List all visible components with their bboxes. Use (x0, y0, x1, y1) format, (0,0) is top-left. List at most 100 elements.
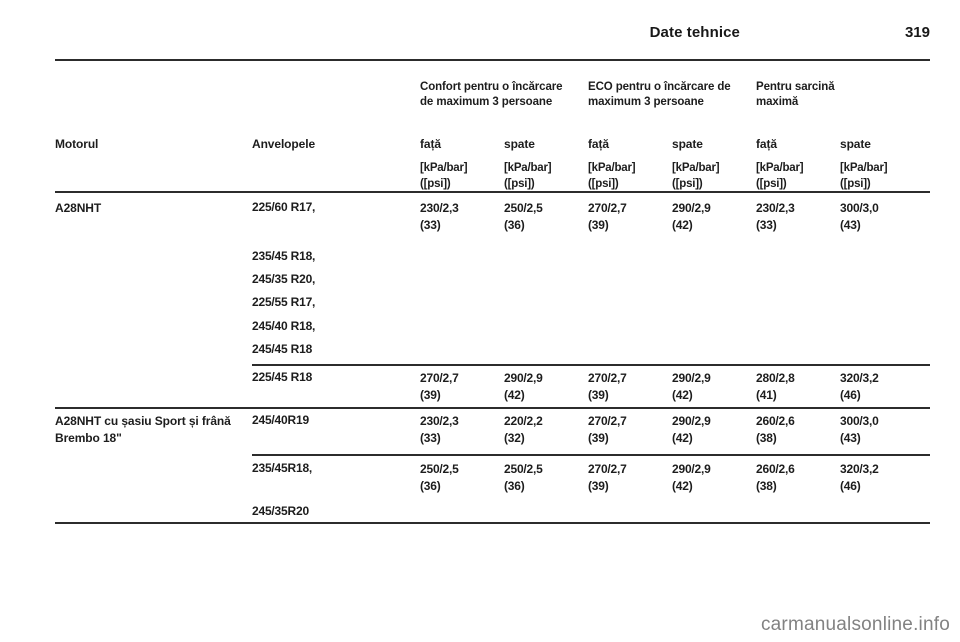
pressure-cell: 270/2,7 (39) (420, 370, 459, 404)
pressure-psi: (42) (672, 431, 693, 445)
group-header-eco: ECO pentru o încărcare de maximum 3 pers… (588, 81, 731, 108)
unit-psi: ([psi]) (672, 178, 703, 190)
pressure-psi: (39) (588, 479, 609, 493)
pressure-cell: 300/3,0 (43) (840, 413, 879, 447)
pressure-cell: 290/2,9 (42) (672, 413, 711, 447)
pressure-cell: 270/2,7 (39) (588, 461, 627, 495)
pressure-kpa: 300/3,0 (840, 201, 879, 215)
pressure-kpa: 230/2,3 (420, 201, 459, 215)
tire-size: 225/60 R17, (252, 200, 316, 214)
tire-size: 225/55 R17, (252, 295, 316, 309)
row-separator (252, 364, 930, 366)
col-header-front-max: față (756, 137, 777, 151)
pressure-cell: 320/3,2 (46) (840, 461, 879, 495)
motor-name: A28NHT cu șasiu Sport și frână Brembo 18… (55, 414, 231, 445)
pressure-kpa: 320/3,2 (840, 462, 879, 476)
col-header-front-eco: față (588, 137, 609, 151)
pressure-kpa: 290/2,9 (672, 201, 711, 215)
pressure-kpa: 290/2,9 (672, 371, 711, 385)
pressure-cell: 270/2,7 (39) (588, 370, 627, 404)
pressure-psi: (46) (840, 479, 861, 493)
tire-size: 225/45 R18 (252, 370, 313, 384)
group-header-comfort: Confort pentru o încărcare de maximum 3 … (420, 81, 563, 108)
pressure-kpa: 270/2,7 (588, 414, 627, 428)
pressure-psi: (42) (504, 388, 525, 402)
pressure-psi: (41) (756, 388, 777, 402)
pressure-psi: (38) (756, 431, 777, 445)
pressure-psi: (39) (588, 431, 609, 445)
unit-kpa: [kPa/bar] (504, 162, 552, 174)
pressure-cell: 290/2,9 (42) (672, 461, 711, 495)
tire-size: 245/45 R18 (252, 342, 313, 356)
unit-header: [kPa/bar] ([psi]) (672, 160, 720, 192)
header-rule (55, 59, 930, 61)
pressure-psi: (33) (420, 431, 441, 445)
pressure-cell: 250/2,5 (36) (504, 200, 543, 234)
pressure-cell: 220/2,2 (32) (504, 413, 543, 447)
pressure-cell: 320/3,2 (46) (840, 370, 879, 404)
pressure-kpa: 270/2,7 (420, 371, 459, 385)
pressure-kpa: 250/2,5 (504, 462, 543, 476)
col-header-rear-max: spate (840, 137, 871, 151)
pressure-kpa: 290/2,9 (672, 462, 711, 476)
pressure-psi: (42) (672, 218, 693, 232)
unit-kpa: [kPa/bar] (420, 162, 468, 174)
pressure-kpa: 290/2,9 (672, 414, 711, 428)
pressure-cell: 230/2,3 (33) (420, 200, 459, 234)
pressure-kpa: 250/2,5 (504, 201, 543, 215)
unit-psi: ([psi]) (840, 178, 871, 190)
unit-header: [kPa/bar] ([psi]) (420, 160, 468, 192)
unit-psi: ([psi]) (420, 178, 451, 190)
pressure-psi: (39) (420, 388, 441, 402)
pressure-cell: 290/2,9 (42) (672, 370, 711, 404)
pressure-kpa: 230/2,3 (756, 201, 795, 215)
pressure-kpa: 250/2,5 (420, 462, 459, 476)
group-separator (55, 407, 930, 409)
pressure-psi: (38) (756, 479, 777, 493)
pressure-psi: (33) (420, 218, 441, 232)
unit-header: [kPa/bar] ([psi]) (756, 160, 804, 192)
col-header-front-comfort: față (420, 137, 441, 151)
pressure-kpa: 320/3,2 (840, 371, 879, 385)
col-header-rear-comfort: spate (504, 137, 535, 151)
pressure-psi: (42) (672, 479, 693, 493)
page-number: 319 (904, 24, 930, 41)
unit-psi: ([psi]) (504, 178, 535, 190)
pressure-psi: (39) (588, 218, 609, 232)
pressure-kpa: 290/2,9 (504, 371, 543, 385)
pressure-kpa: 270/2,7 (588, 201, 627, 215)
motor-name: A28NHT (55, 201, 102, 215)
unit-header: [kPa/bar] ([psi]) (504, 160, 552, 192)
pressure-psi: (43) (840, 431, 861, 445)
table-bottom-rule (55, 522, 930, 524)
pressure-psi: (32) (504, 431, 525, 445)
pressure-cell: 230/2,3 (33) (420, 413, 459, 447)
col-header-rear-eco: spate (672, 137, 703, 151)
watermark-text: carmanualsonline.info (760, 614, 950, 635)
unit-header: [kPa/bar] ([psi]) (588, 160, 636, 192)
unit-kpa: [kPa/bar] (672, 162, 720, 174)
pressure-kpa: 220/2,2 (504, 414, 543, 428)
pressure-kpa: 260/2,6 (756, 414, 795, 428)
pressure-psi: (46) (840, 388, 861, 402)
unit-psi: ([psi]) (756, 178, 787, 190)
pressure-kpa: 270/2,7 (588, 462, 627, 476)
col-header-motor: Motorul (55, 137, 99, 151)
pressure-cell: 270/2,7 (39) (588, 200, 627, 234)
pressure-kpa: 260/2,6 (756, 462, 795, 476)
pressure-psi: (36) (504, 479, 525, 493)
tire-size: 245/35R20 (252, 504, 309, 518)
pressure-psi: (36) (420, 479, 441, 493)
pressure-psi: (33) (756, 218, 777, 232)
unit-psi: ([psi]) (588, 178, 619, 190)
pressure-cell: 290/2,9 (42) (504, 370, 543, 404)
pressure-cell: 260/2,6 (38) (756, 413, 795, 447)
tire-size: 235/45R18, (252, 461, 313, 475)
pressure-cell: 290/2,9 (42) (672, 200, 711, 234)
unit-header: [kPa/bar] ([psi]) (840, 160, 888, 192)
pressure-cell: 270/2,7 (39) (588, 413, 627, 447)
tire-size: 235/45 R18, (252, 249, 316, 263)
unit-kpa: [kPa/bar] (588, 162, 636, 174)
pressure-cell: 230/2,3 (33) (756, 200, 795, 234)
